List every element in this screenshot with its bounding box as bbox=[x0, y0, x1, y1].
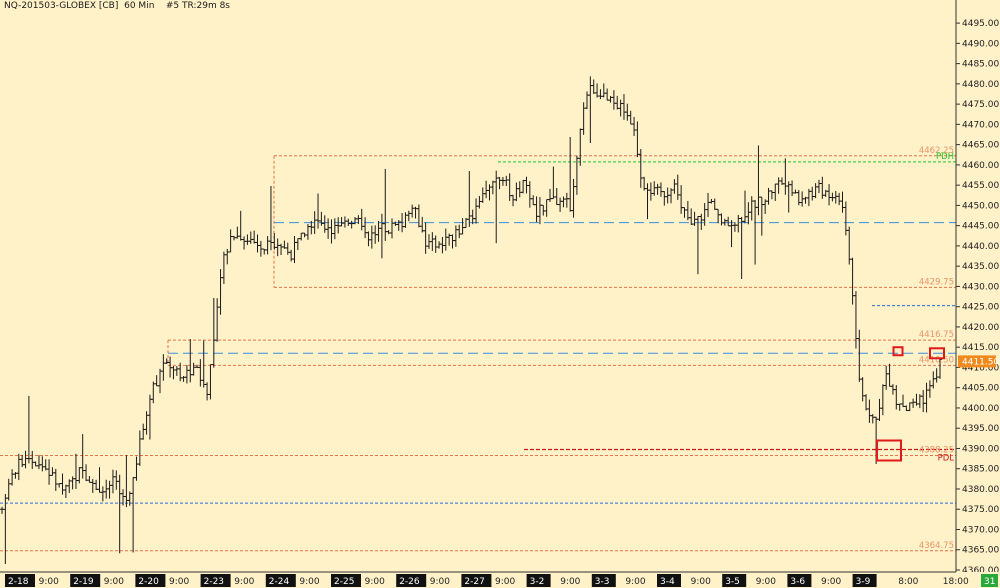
date-tag-label: 3-5 bbox=[725, 577, 740, 587]
price-tick-label: 4380.00 bbox=[962, 485, 999, 495]
price-tick-label: 4400.00 bbox=[962, 404, 999, 414]
price-axis-panel bbox=[956, 0, 1000, 572]
price-tick-label: 4455.00 bbox=[962, 181, 999, 191]
price-markers bbox=[876, 346, 945, 462]
interval-label: 60 Min bbox=[124, 1, 155, 11]
date-tag-label: 2-25 bbox=[334, 577, 354, 587]
date-tag bbox=[396, 574, 427, 587]
bar-info-label: #5 TR:29m 8s bbox=[165, 1, 230, 11]
date-tag-label: 2-19 bbox=[73, 577, 94, 587]
price-tick-label: 4365.00 bbox=[962, 546, 999, 556]
date-tag bbox=[722, 574, 747, 587]
price-tick-label: 4475.00 bbox=[962, 100, 999, 110]
date-tag-label: 2-20 bbox=[138, 577, 159, 587]
price-tick-label: 4490.00 bbox=[962, 39, 999, 49]
date-tag bbox=[787, 574, 812, 587]
date-tag bbox=[5, 574, 35, 587]
date-tag bbox=[591, 574, 616, 587]
date-tag-label: 3-9 bbox=[856, 577, 871, 587]
time-label: 9:00 bbox=[756, 577, 776, 587]
price-marker-box bbox=[876, 439, 902, 462]
price-tick-label: 4405.00 bbox=[962, 384, 999, 394]
date-tag-label: 2-27 bbox=[464, 577, 484, 587]
corner-box-label: 31 bbox=[984, 577, 995, 587]
date-tag bbox=[70, 574, 101, 587]
price-marker-box bbox=[892, 346, 904, 357]
price-tick-label: 4480.00 bbox=[962, 80, 999, 90]
time-label: 9:00 bbox=[495, 577, 515, 587]
price-tick-label: 4440.00 bbox=[962, 242, 999, 252]
level-label-7: 4410.50 bbox=[919, 355, 954, 365]
time-label: 9:00 bbox=[39, 577, 59, 587]
price-tick-label: 4445.00 bbox=[962, 222, 999, 232]
price-tick-label: 4420.00 bbox=[962, 323, 999, 333]
time-label: 9:00 bbox=[365, 577, 385, 587]
price-tick-label: 4430.00 bbox=[962, 282, 999, 292]
date-tag-label: 3-2 bbox=[530, 577, 545, 587]
time-axis-panel bbox=[0, 572, 1000, 588]
date-tag-label: 2-23 bbox=[204, 577, 224, 587]
time-label: 9:00 bbox=[691, 577, 711, 587]
price-tick-label: 4450.00 bbox=[962, 201, 999, 211]
time-label: 9:00 bbox=[104, 577, 124, 587]
last-price-label: 4411.50 bbox=[962, 357, 999, 367]
date-tag-label: 2-18 bbox=[8, 577, 29, 587]
date-tag bbox=[526, 574, 551, 587]
level-label-3: 4429.75 bbox=[919, 277, 954, 287]
date-tag-label: 3-3 bbox=[595, 577, 610, 587]
date-tag bbox=[135, 574, 166, 587]
time-label: 9:00 bbox=[234, 577, 254, 587]
date-tag bbox=[852, 574, 877, 587]
date-tag bbox=[331, 574, 361, 587]
price-tick-label: 4460.00 bbox=[962, 161, 999, 171]
date-tag bbox=[461, 574, 492, 587]
last-price-box bbox=[958, 355, 996, 368]
corner-box[interactable] bbox=[981, 574, 998, 587]
level-label-12: 4364.75 bbox=[919, 541, 954, 551]
time-label: 9:00 bbox=[299, 577, 319, 587]
price-tick-label: 4435.00 bbox=[962, 262, 999, 272]
level-label-pdl: PDL bbox=[938, 454, 955, 464]
time-label: 9:00 bbox=[430, 577, 450, 587]
price-tick-label: 4410.00 bbox=[962, 363, 999, 373]
price-tick-label: 4465.00 bbox=[962, 141, 999, 151]
price-axis[interactable]: 4360.00 4365.00 4370.00 4375.00 4380.00 4385.… bbox=[955, 0, 1000, 576]
time-label: 9:00 bbox=[821, 577, 841, 587]
time-label: 18:00 bbox=[943, 577, 969, 587]
date-tag bbox=[265, 574, 296, 587]
date-tag-label: 2-24 bbox=[269, 577, 290, 587]
date-tag bbox=[657, 574, 681, 587]
price-tick-label: 4415.00 bbox=[962, 343, 999, 353]
level-label-1: PDH bbox=[936, 152, 954, 162]
plot-background bbox=[0, 0, 956, 572]
price-tick-label: 4375.00 bbox=[962, 505, 999, 515]
price-tick-label: 4495.00 bbox=[962, 19, 999, 29]
date-tag-label: 2-26 bbox=[399, 577, 420, 587]
time-label: 8:00 bbox=[898, 577, 918, 587]
price-tick-label: 4470.00 bbox=[962, 120, 999, 130]
time-label: 9:00 bbox=[560, 577, 580, 587]
price-tick-label: 4395.00 bbox=[962, 424, 999, 434]
price-tick-label: 4360.00 bbox=[962, 566, 999, 576]
price-bars bbox=[0, 76, 942, 565]
time-label: 9:00 bbox=[625, 577, 645, 587]
level-label-0: 4462.25 bbox=[919, 146, 954, 156]
date-tag-label: 3-6 bbox=[790, 577, 805, 587]
price-tick-label: 4485.00 bbox=[962, 60, 999, 70]
chart-title: NQ-201503-GLOBEX [CB] 60 Min #5 TR:29m 8… bbox=[4, 1, 230, 11]
price-tick-label: 4390.00 bbox=[962, 444, 999, 454]
time-axis[interactable]: 2-18 9:00 2-19 9:00 2-20 9:00 2-23 9:00 2-24 9:00… bbox=[0, 571, 1000, 588]
level-label-9: 4388.25 bbox=[919, 446, 954, 456]
date-tag-label: 3-4 bbox=[660, 577, 675, 587]
price-tick-label: 4385.00 bbox=[962, 465, 999, 475]
price-tick-label: 4425.00 bbox=[962, 303, 999, 313]
symbol-label: NQ-201503-GLOBEX [CB] bbox=[4, 1, 119, 11]
level-label-5: 4416.75 bbox=[919, 330, 954, 340]
price-marker-box bbox=[929, 347, 945, 360]
time-label: 9:00 bbox=[169, 577, 189, 587]
date-tag bbox=[200, 574, 231, 587]
price-tick-label: 4370.00 bbox=[962, 525, 999, 535]
